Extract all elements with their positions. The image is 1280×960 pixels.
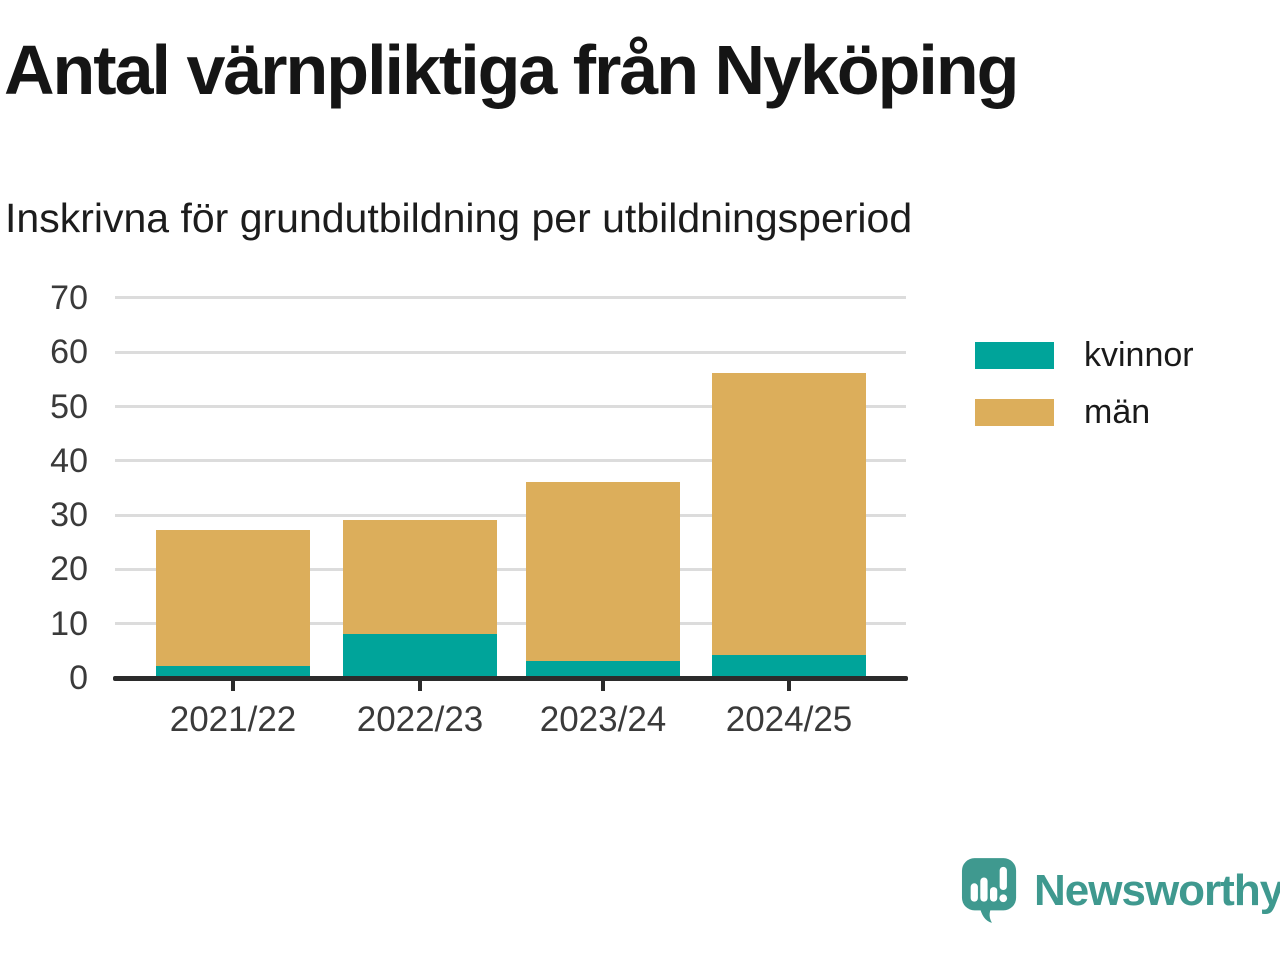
x-axis-tick <box>231 681 235 691</box>
newsworthy-logo[interactable]: Newsworthy <box>961 856 1280 926</box>
bar-segment-män-2024/25 <box>712 373 866 655</box>
legend-label: män <box>1084 393 1151 431</box>
newsworthy-wordmark: Newsworthy <box>1034 866 1280 915</box>
y-tick-label: 20 <box>50 550 88 588</box>
legend-label: kvinnor <box>1084 336 1194 374</box>
x-tick-label: 2022/23 <box>356 700 484 739</box>
x-axis-line <box>113 676 908 681</box>
bar-segment-män-2023/24 <box>526 482 680 661</box>
bar-segment-kvinnor-2021/22 <box>156 666 310 677</box>
y-tick-label: 60 <box>50 333 88 371</box>
legend-swatch <box>975 399 1054 426</box>
y-tick-label: 0 <box>69 659 88 697</box>
bar-segment-kvinnor-2022/23 <box>343 634 497 677</box>
gridline-50 <box>115 405 906 408</box>
bar-chart-speech-bubble-icon <box>961 858 1017 923</box>
gridline-30 <box>115 514 906 517</box>
x-tick-label: 2023/24 <box>539 700 667 739</box>
chart-title: Antal värnpliktiga från Nyköping <box>4 31 1019 109</box>
x-axis-tick <box>418 681 422 691</box>
chart-subtitle: Inskrivna för grundutbildning per utbild… <box>5 195 913 241</box>
x-tick-label: 2024/25 <box>725 700 853 739</box>
legend-item-kvinnor: kvinnor <box>975 336 1194 374</box>
bar-segment-män-2021/22 <box>156 530 310 666</box>
y-tick-label: 50 <box>50 388 88 426</box>
y-tick-label: 40 <box>50 442 88 480</box>
x-axis-tick <box>787 681 791 691</box>
gridline-40 <box>115 459 906 462</box>
bar-segment-män-2022/23 <box>343 520 497 634</box>
bar-segment-kvinnor-2023/24 <box>526 661 680 677</box>
gridline-20 <box>115 568 906 571</box>
gridline-10 <box>115 622 906 625</box>
gridline-60 <box>115 351 906 354</box>
y-tick-label: 10 <box>50 605 88 643</box>
gridline-70 <box>115 296 906 299</box>
legend-swatch <box>975 342 1054 369</box>
y-tick-label: 70 <box>50 279 88 317</box>
bar-segment-kvinnor-2024/25 <box>712 655 866 677</box>
y-tick-label: 30 <box>50 496 88 534</box>
legend-item-män: män <box>975 393 1150 431</box>
x-axis-tick <box>601 681 605 691</box>
x-tick-label: 2021/22 <box>169 700 297 739</box>
